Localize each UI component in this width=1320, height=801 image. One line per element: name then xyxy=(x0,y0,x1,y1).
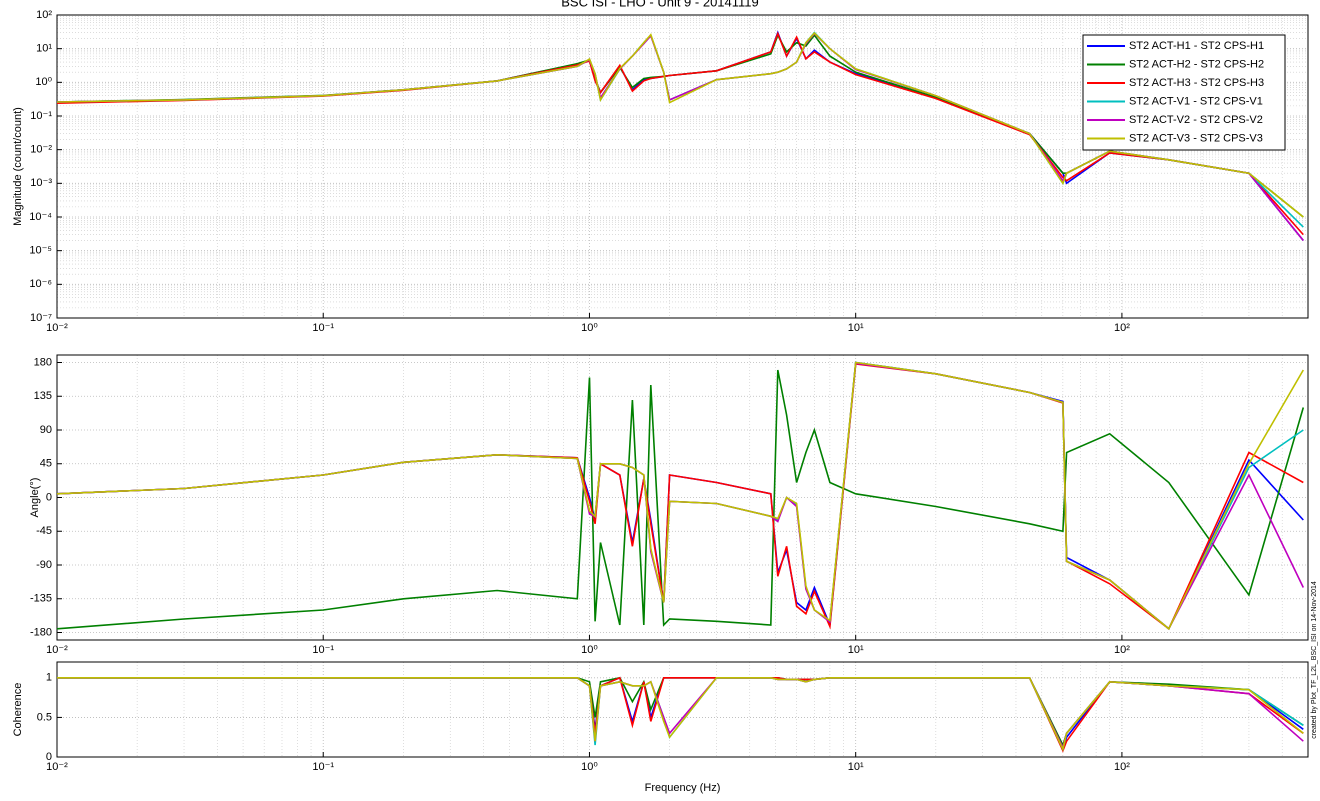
series-line xyxy=(57,31,1304,218)
x-tick-label: 10⁰ xyxy=(581,761,598,773)
y-tick-label: 10⁻¹ xyxy=(30,110,52,122)
y-tick-label: 45 xyxy=(40,458,52,470)
x-tick-label: 10¹ xyxy=(848,322,864,334)
x-tick-label: 10¹ xyxy=(848,644,864,656)
legend-label: ST2 ACT-H2 - ST2 CPS-H2 xyxy=(1129,58,1264,70)
y-tick-label: 10⁻⁷ xyxy=(30,312,52,324)
y-tick-label: 0 xyxy=(46,491,52,503)
chart-title: BSC ISI - LHO - Unit 9 - 20141119 xyxy=(561,0,759,9)
x-axis-label: Frequency (Hz) xyxy=(645,782,721,794)
y-axis-label: Angle(°) xyxy=(29,478,41,518)
series-line xyxy=(57,677,1304,752)
plot-lines xyxy=(57,361,1305,631)
plot-frame xyxy=(56,354,1309,641)
y-tick-label: 10⁻⁴ xyxy=(29,211,52,223)
y-axis-label: Magnitude (count/count) xyxy=(12,107,24,226)
y-tick-label: 1 xyxy=(46,672,52,684)
x-tick-label: 10² xyxy=(1114,644,1130,656)
series-line xyxy=(57,369,1305,630)
legend-box xyxy=(1082,34,1286,151)
x-tick-label: 10¹ xyxy=(848,761,864,773)
y-tick-label: 10⁻⁵ xyxy=(29,245,52,257)
y-tick-label: -90 xyxy=(36,559,52,571)
y-tick-label: 10¹ xyxy=(36,43,52,55)
plot-area xyxy=(57,355,1308,640)
legend-label: ST2 ACT-V1 - ST2 CPS-V1 xyxy=(1129,95,1263,107)
plot-frame xyxy=(56,661,1309,758)
x-tick-label: 10⁻¹ xyxy=(312,644,334,656)
series-line xyxy=(57,361,1304,631)
plot-lines xyxy=(57,676,1304,753)
plot-lines xyxy=(57,30,1304,242)
y-tick-label: 10² xyxy=(36,9,52,21)
legend-label: ST2 ACT-V2 - ST2 CPS-V2 xyxy=(1129,114,1263,126)
x-tick-label: 10⁻¹ xyxy=(312,322,334,334)
y-tick-label: -135 xyxy=(30,593,52,605)
y-tick-label: -45 xyxy=(36,525,52,537)
x-tick-label: 10⁻² xyxy=(46,761,68,773)
y-tick-label: 10⁻³ xyxy=(30,177,52,189)
legend-label: ST2 ACT-V3 - ST2 CPS-V3 xyxy=(1129,132,1263,144)
x-tick-label: 10⁻¹ xyxy=(312,761,334,773)
y-tick-label: 0 xyxy=(46,751,52,763)
x-tick-label: 10⁻² xyxy=(46,322,68,334)
plot-frame xyxy=(56,14,1309,319)
series-line xyxy=(57,33,1304,218)
x-tick-label: 10⁰ xyxy=(581,322,598,334)
y-tick-label: 90 xyxy=(40,424,52,436)
y-tick-label: 10⁻² xyxy=(30,144,52,156)
x-tick-label: 10² xyxy=(1114,322,1130,334)
y-tick-label: 135 xyxy=(34,390,52,402)
x-tick-label: 10² xyxy=(1114,761,1130,773)
y-tick-label: 0.5 xyxy=(37,711,52,723)
legend-label: ST2 ACT-H3 - ST2 CPS-H3 xyxy=(1129,77,1264,89)
plot-area xyxy=(57,662,1308,757)
annotation: created by Plot_TF_L2L_BSC_ISI on 14-Nov… xyxy=(1311,581,1318,739)
x-tick-label: 10⁻² xyxy=(46,644,68,656)
y-tick-label: 10⁰ xyxy=(35,76,52,88)
y-tick-label: 10⁻⁶ xyxy=(29,278,52,290)
y-tick-label: -180 xyxy=(30,626,52,638)
x-tick-label: 10⁰ xyxy=(581,644,598,656)
y-tick-label: 180 xyxy=(34,356,52,368)
legend-label: ST2 ACT-H1 - ST2 CPS-H1 xyxy=(1129,40,1264,52)
y-axis-label: Coherence xyxy=(12,683,24,737)
